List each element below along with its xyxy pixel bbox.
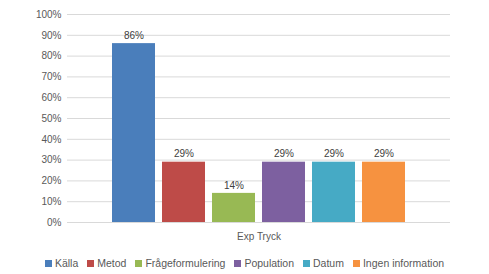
svg-text:29%: 29% xyxy=(174,148,194,159)
svg-text:30%: 30% xyxy=(41,154,61,165)
svg-text:Exp Tryck: Exp Tryck xyxy=(237,231,282,242)
html-text:Ingen information: Ingen information xyxy=(363,257,445,269)
html-text:Population: Population xyxy=(244,257,294,269)
svg-text:90%: 90% xyxy=(41,30,61,41)
svg-text:10%: 10% xyxy=(41,196,61,207)
svg-text:20%: 20% xyxy=(41,175,61,186)
svg-text:100%: 100% xyxy=(36,9,62,20)
svg-text:70%: 70% xyxy=(41,71,61,82)
svg-text:29%: 29% xyxy=(324,148,344,159)
svg-text:50%: 50% xyxy=(41,113,61,124)
html-text:Datum: Datum xyxy=(313,257,344,269)
html-text:Metod: Metod xyxy=(97,257,127,269)
svg-text:29%: 29% xyxy=(274,148,294,159)
svg-text:86%: 86% xyxy=(124,30,144,41)
html-text:Frågeformulering: Frågeformulering xyxy=(145,257,226,269)
svg-text:40%: 40% xyxy=(41,134,61,145)
svg-text:14%: 14% xyxy=(224,180,244,191)
svg-text:60%: 60% xyxy=(41,92,61,103)
svg-text:29%: 29% xyxy=(374,148,394,159)
svg-text:0%: 0% xyxy=(47,217,62,228)
svg-text:80%: 80% xyxy=(41,50,61,61)
html-text:Källa: Källa xyxy=(54,257,79,269)
